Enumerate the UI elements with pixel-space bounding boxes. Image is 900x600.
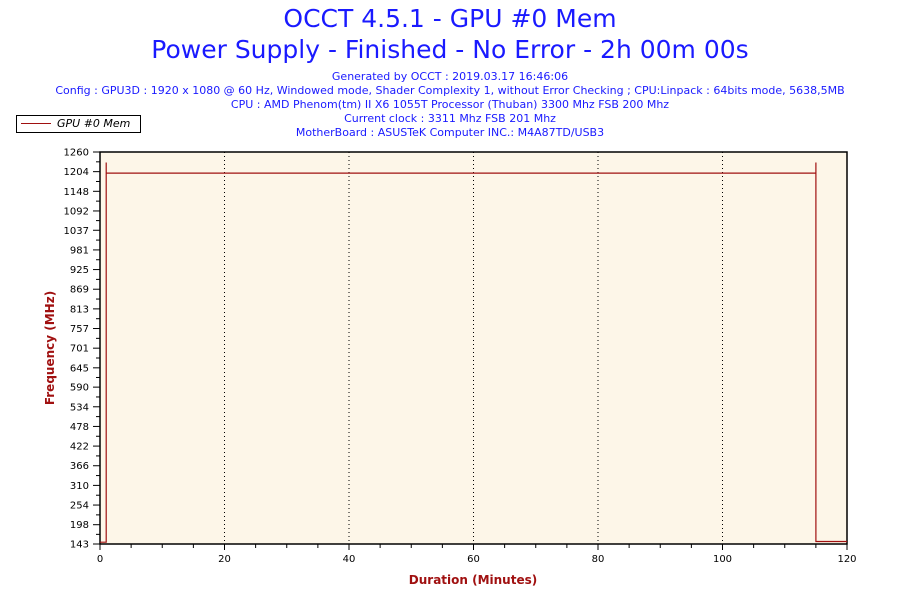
y-tick-label: 198 [70, 520, 89, 531]
y-tick-label: 813 [70, 304, 89, 315]
chart-title: OCCT 4.5.1 - GPU #0 Mem [283, 4, 617, 33]
series-line-0 [100, 162, 847, 543]
y-tick-label: 534 [70, 402, 89, 413]
x-tick-label: 40 [343, 554, 356, 565]
info-cpu: CPU : AMD Phenom(tm) II X6 1055T Process… [230, 98, 670, 111]
info-generated: Generated by OCCT : 2019.03.17 16:46:06 [331, 70, 569, 83]
y-tick-label: 254 [70, 501, 89, 512]
legend: GPU #0 Mem [16, 115, 141, 133]
x-tick-label: 20 [218, 554, 231, 565]
info-clock: Current clock : 3311 Mhz FSB 201 Mhz [344, 112, 556, 125]
y-axis-label: Frequency (MHz) [43, 291, 57, 405]
x-axis-label: Duration (Minutes) [409, 573, 537, 587]
y-tick-label: 1260 [64, 148, 89, 159]
y-tick-label: 925 [70, 265, 89, 276]
x-tick-label: 60 [467, 554, 480, 565]
y-tick-label: 366 [70, 461, 89, 472]
y-tick-label: 143 [70, 540, 89, 551]
legend-swatch [21, 123, 51, 124]
x-tick-label: 120 [837, 554, 856, 565]
info-motherboard: MotherBoard : ASUSTeK Computer INC.: M4A… [295, 126, 605, 139]
y-tick-label: 645 [70, 363, 89, 374]
y-tick-label: 1204 [64, 167, 89, 178]
y-tick-label: 1092 [64, 206, 89, 217]
y-tick-label: 590 [70, 383, 89, 394]
legend-label: GPU #0 Mem [57, 117, 131, 130]
y-tick-label: 981 [70, 245, 89, 256]
y-tick-label: 1037 [64, 226, 89, 237]
x-tick-label: 80 [592, 554, 605, 565]
x-tick-label: 100 [713, 554, 732, 565]
y-tick-label: 869 [70, 285, 89, 296]
y-tick-label: 310 [70, 481, 89, 492]
info-config: Config : GPU3D : 1920 x 1080 @ 60 Hz, Wi… [55, 84, 845, 97]
chart-subtitle: Power Supply - Finished - No Error - 2h … [151, 35, 749, 64]
x-tick-label: 0 [97, 554, 103, 565]
y-tick-label: 757 [70, 324, 89, 335]
y-tick-label: 701 [70, 344, 89, 355]
y-tick-label: 1148 [64, 187, 89, 198]
y-tick-label: 478 [70, 422, 89, 433]
y-tick-label: 422 [70, 442, 89, 453]
